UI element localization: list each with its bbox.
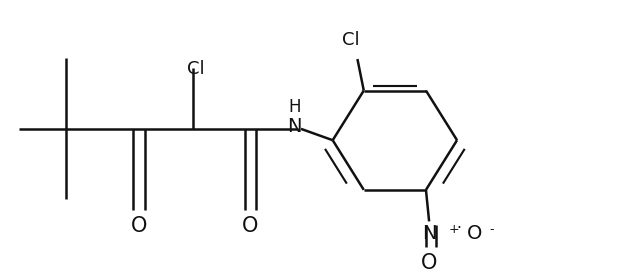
Text: Cl: Cl [342,31,360,49]
Text: N: N [287,117,302,136]
Text: O: O [467,224,483,243]
Text: Cl: Cl [188,60,205,78]
Text: O: O [131,216,147,236]
Text: O: O [242,216,259,236]
Text: +: + [448,223,459,236]
Text: ·: · [456,221,461,236]
Text: H: H [289,99,301,116]
Text: -: - [490,223,494,236]
Text: N: N [422,224,436,243]
Text: O: O [421,253,437,273]
